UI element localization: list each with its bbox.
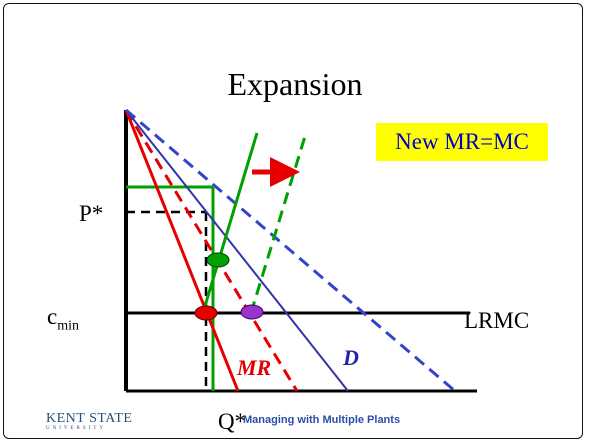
d-label: D <box>343 345 359 370</box>
c-min-label: cmin <box>47 304 79 335</box>
footer-text: Managing with Multiple Plants <box>243 414 401 426</box>
red-intersection-dot <box>194 305 218 321</box>
kent-state-logo: KENT STATE UNIVERSITY <box>46 411 132 432</box>
slide-title: Expansion <box>227 66 363 102</box>
lrmc-label: LRMC <box>464 308 530 333</box>
mr-label: MR <box>237 355 272 380</box>
logo-sub-text: UNIVERSITY <box>46 426 106 431</box>
new-mr-curve <box>124 109 299 392</box>
new-mr-mc-callout: New MR=MC <box>376 123 548 161</box>
green-intersection-dot <box>206 252 230 268</box>
p-star-label: P* <box>79 201 104 226</box>
purple-intersection-dot <box>240 304 264 320</box>
mr-curve <box>124 109 240 392</box>
c-label: c <box>47 304 58 329</box>
q-star-label: Q* <box>218 409 247 434</box>
slide-border <box>3 3 583 439</box>
mc-curve <box>200 132 259 317</box>
new-demand-curve <box>125 108 456 393</box>
logo-main-text: KENT STATE <box>46 411 133 426</box>
demand-curve <box>125 109 349 392</box>
c-min-subscript: min <box>57 318 79 334</box>
